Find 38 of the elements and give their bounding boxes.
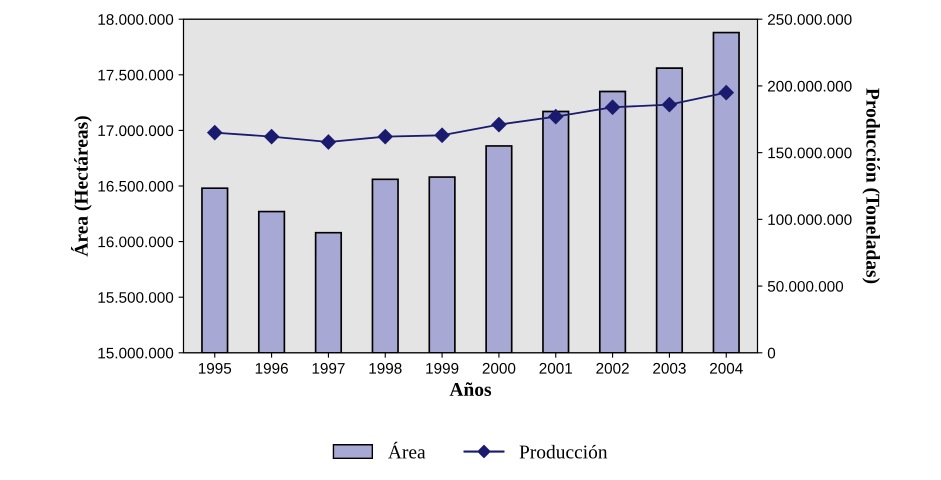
legend-label: Área [388,442,426,459]
point [320,134,336,150]
x-tick-label: 2001 [540,362,572,374]
point [378,129,393,144]
point [718,85,734,100]
y-tick-label: 16.000.000 [98,236,174,248]
y-axis-title: Área (Hectáreas) [71,116,92,256]
y-tick-label: 15.000.000 [98,348,174,358]
y2-tick-label: 100.000.000 [768,214,852,226]
y2-tick-label: 0 [768,348,776,358]
point [491,117,506,132]
point [662,97,677,112]
y2-tick-label: 250.000.000 [768,14,852,25]
y2-axis-title: Producción (Toneladas) [862,88,880,284]
y-tick-label: 17.500.000 [98,70,174,80]
x-tick-label: 2004 [710,362,743,374]
x-tick-label: 2003 [653,362,686,374]
x-tick-label: 2002 [596,362,629,374]
x-tick-label: 1997 [312,362,345,374]
x-tick-label: 1999 [426,362,458,374]
point [605,100,620,115]
y2-tick-label: 200.000.000 [768,80,852,92]
y2-tick-label: 50.000.000 [768,280,844,292]
x-axis-title: Años [450,382,492,396]
y-tick-label: 18.000.000 [98,14,174,25]
y2-tick-label: 150.000.000 [768,148,852,158]
y-tick-label: 17.000.000 [98,125,174,136]
x-tick-label: 1996 [256,362,288,374]
legend-label: Producción [520,444,608,459]
point [207,125,222,140]
y-tick-label: 15.500.000 [98,292,174,303]
y-tick-label: 16.500.000 [98,180,174,192]
point [264,129,280,144]
x-tick-label: 2000 [482,362,516,374]
x-tick-label: 1998 [369,362,402,374]
point [434,128,450,143]
point [548,109,564,124]
x-tick-label: 1995 [198,362,232,374]
